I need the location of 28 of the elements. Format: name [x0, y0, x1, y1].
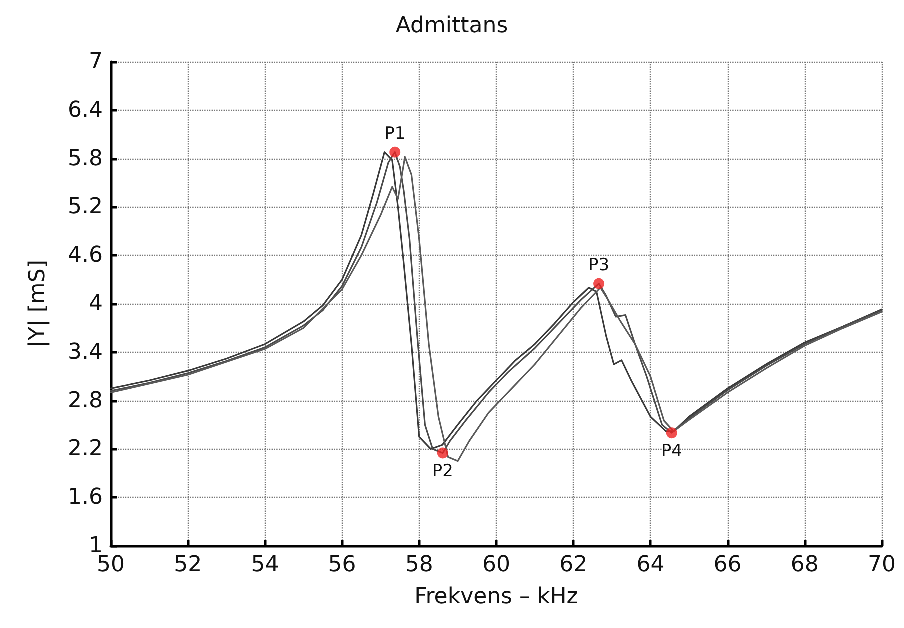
x-tick-label: 70: [868, 552, 896, 578]
x-axis-title: Frekvens – kHz: [414, 584, 578, 610]
annotation: P2: [432, 462, 454, 482]
y-tick-label: 7: [89, 50, 103, 74]
y-tick-label: 1.6: [68, 485, 103, 510]
y-tick-label: 4.6: [68, 243, 103, 268]
x-tick-label: 60: [482, 552, 510, 578]
x-tick-label: 58: [405, 552, 434, 578]
y-tick-label: 6.4: [68, 98, 103, 123]
x-tick-label: 54: [251, 552, 280, 578]
y-axis-title: |Y| [mS]: [26, 260, 50, 348]
x-tick-label: 62: [560, 552, 588, 578]
annotation: P4: [661, 442, 682, 462]
x-tick-label: 68: [790, 552, 819, 578]
y-tick-label: 5.2: [68, 194, 103, 220]
x-tick-label: 66: [714, 552, 742, 578]
y-tick-label: 2.8: [68, 388, 103, 414]
y-tick-label: 2.2: [68, 436, 103, 462]
x-tick-label: 56: [328, 552, 356, 578]
annotation: P1: [384, 124, 406, 144]
x-tick-label: 50: [97, 552, 125, 578]
annotation: P3: [588, 255, 610, 276]
x-tick-label: 64: [636, 552, 665, 578]
y-tick-label: 5.8: [68, 146, 103, 172]
y-tick-label: 3.4: [68, 340, 103, 365]
chart-title: Admittans: [396, 14, 508, 38]
x-tick-label: 52: [174, 552, 202, 578]
y-tick-label: 4: [89, 292, 103, 316]
